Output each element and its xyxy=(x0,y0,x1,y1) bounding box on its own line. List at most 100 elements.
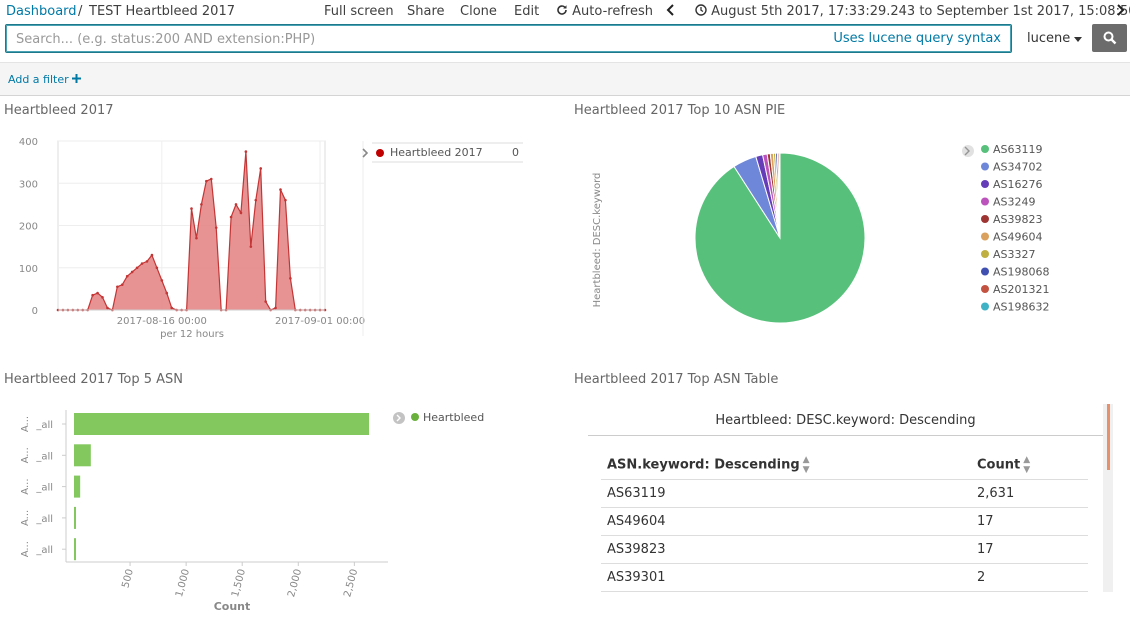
x-tick-label: 2,500 xyxy=(342,568,360,599)
share-button[interactable]: Share xyxy=(407,4,445,19)
search-field[interactable]: Uses lucene query syntax xyxy=(5,24,1012,53)
data-point[interactable] xyxy=(140,262,144,265)
search-input[interactable] xyxy=(16,29,736,49)
data-point[interactable] xyxy=(160,279,164,282)
area-x-axis: 2017-08-16 00:00 2017-09-01 00:00 xyxy=(58,141,365,336)
data-point[interactable] xyxy=(150,253,154,257)
bar[interactable] xyxy=(74,444,91,467)
data-point[interactable] xyxy=(190,207,193,210)
clock-icon xyxy=(695,4,707,16)
data-point[interactable] xyxy=(209,177,213,181)
data-point[interactable] xyxy=(274,306,277,310)
legend-label[interactable]: AS3327 xyxy=(993,248,1036,261)
table-scrollbar[interactable] xyxy=(1103,404,1113,592)
top-nav: Dashboard / TEST Heartbleed 2017 Full sc… xyxy=(0,0,1130,22)
cell-asn: AS63119 xyxy=(601,479,971,508)
column-header-asn[interactable]: ASN.keyword: Descending ▲ ▼ xyxy=(601,452,971,480)
legend-swatch xyxy=(981,267,989,276)
time-picker-button[interactable]: August 5th 2017, 17:33:29.243 to Septemb… xyxy=(695,4,1130,19)
breadcrumb-dashboard-link[interactable]: Dashboard xyxy=(6,4,77,19)
data-point[interactable] xyxy=(284,198,287,202)
data-point[interactable] xyxy=(135,266,139,270)
data-point[interactable] xyxy=(214,226,218,229)
data-point[interactable] xyxy=(116,285,119,289)
add-filter-button[interactable]: Add a filter xyxy=(8,73,82,86)
cell-asn: AS39301 xyxy=(601,563,971,592)
data-point[interactable] xyxy=(195,236,198,240)
data-point[interactable] xyxy=(254,198,258,202)
breadcrumb-separator: / xyxy=(78,4,83,19)
clone-button[interactable]: Clone xyxy=(460,4,497,19)
area-series-fill[interactable] xyxy=(58,151,325,310)
data-point[interactable] xyxy=(106,306,109,310)
sort-icon[interactable]: ▲ ▼ xyxy=(1023,455,1031,476)
data-point[interactable] xyxy=(155,266,159,270)
data-point[interactable] xyxy=(229,215,233,219)
refresh-icon xyxy=(557,5,567,15)
lucene-syntax-link[interactable]: Uses lucene query syntax xyxy=(833,31,1001,46)
data-point[interactable] xyxy=(244,150,248,153)
legend-label[interactable]: Heartbleed xyxy=(423,411,484,424)
legend-label[interactable]: AS39823 xyxy=(993,213,1043,226)
data-point[interactable] xyxy=(205,179,208,183)
bar[interactable] xyxy=(74,538,76,561)
column-header-count[interactable]: Count ▲ ▼ xyxy=(971,452,1088,480)
bar[interactable] xyxy=(74,413,370,435)
data-point[interactable] xyxy=(96,291,99,295)
cell-count: 17 xyxy=(971,507,1088,536)
y-axis-label: A... xyxy=(20,478,31,494)
legend-label[interactable]: AS201321 xyxy=(993,283,1050,296)
y-tick-label: _all xyxy=(35,483,53,494)
fullscreen-button[interactable]: Full screen xyxy=(324,4,394,19)
data-point[interactable] xyxy=(234,203,238,206)
data-point[interactable] xyxy=(289,277,292,280)
query-language-select[interactable]: lucene xyxy=(1018,26,1092,52)
plus-icon xyxy=(72,74,82,83)
x-tick-label: 1,000 xyxy=(174,568,192,599)
legend-label[interactable]: AS16276 xyxy=(993,178,1043,191)
data-point[interactable] xyxy=(279,188,282,191)
panel-title-table: Heartbleed 2017 Top ASN Table xyxy=(574,372,779,387)
data-point[interactable] xyxy=(130,270,134,274)
legend-toggle-button[interactable] xyxy=(962,145,974,157)
legend-label[interactable]: AS49604 xyxy=(993,231,1043,244)
legend-swatch xyxy=(411,413,419,421)
data-point[interactable] xyxy=(165,291,169,295)
legend-swatch xyxy=(981,180,989,188)
legend-toggle-button[interactable] xyxy=(393,412,405,424)
data-point[interactable] xyxy=(259,167,263,170)
legend-label[interactable]: AS198068 xyxy=(993,266,1050,279)
chevron-right-icon[interactable] xyxy=(362,148,369,158)
data-point[interactable] xyxy=(120,283,124,286)
data-point[interactable] xyxy=(264,300,267,303)
data-point[interactable] xyxy=(101,296,104,299)
scrollbar-thumb[interactable] xyxy=(1107,404,1110,470)
edit-button[interactable]: Edit xyxy=(514,4,540,19)
legend-label[interactable]: AS34702 xyxy=(993,161,1043,174)
search-button[interactable] xyxy=(1092,24,1127,52)
chevron-right-icon[interactable] xyxy=(1115,3,1125,21)
legend-label[interactable]: AS3249 xyxy=(993,196,1036,209)
bar[interactable] xyxy=(74,506,76,529)
legend-swatch xyxy=(376,149,384,157)
legend-swatch xyxy=(981,162,989,171)
data-point[interactable] xyxy=(145,260,149,263)
data-point[interactable] xyxy=(170,306,174,310)
auto-refresh-button[interactable]: Auto-refresh xyxy=(556,4,653,19)
chevron-left-icon[interactable] xyxy=(666,3,676,21)
table-row: AS39823 17 xyxy=(601,535,1088,564)
legend-swatch xyxy=(981,285,989,293)
bar[interactable] xyxy=(74,475,81,498)
pie-slice[interactable] xyxy=(778,152,781,239)
data-point[interactable] xyxy=(125,274,129,278)
data-point[interactable] xyxy=(239,211,243,215)
data-point[interactable] xyxy=(200,203,203,206)
legend-label[interactable]: Heartbleed 2017 xyxy=(390,146,483,159)
legend-label[interactable]: AS63119 xyxy=(993,143,1043,156)
data-point[interactable] xyxy=(91,293,94,297)
sort-icon[interactable]: ▲ ▼ xyxy=(802,455,810,476)
pie-chart: Heartbleed: DESC.keyword AS63119AS34702A… xyxy=(592,143,1050,324)
data-point[interactable] xyxy=(249,245,253,248)
legend-toggle-icon[interactable] xyxy=(964,146,970,156)
legend-label[interactable]: AS198632 xyxy=(993,301,1050,314)
